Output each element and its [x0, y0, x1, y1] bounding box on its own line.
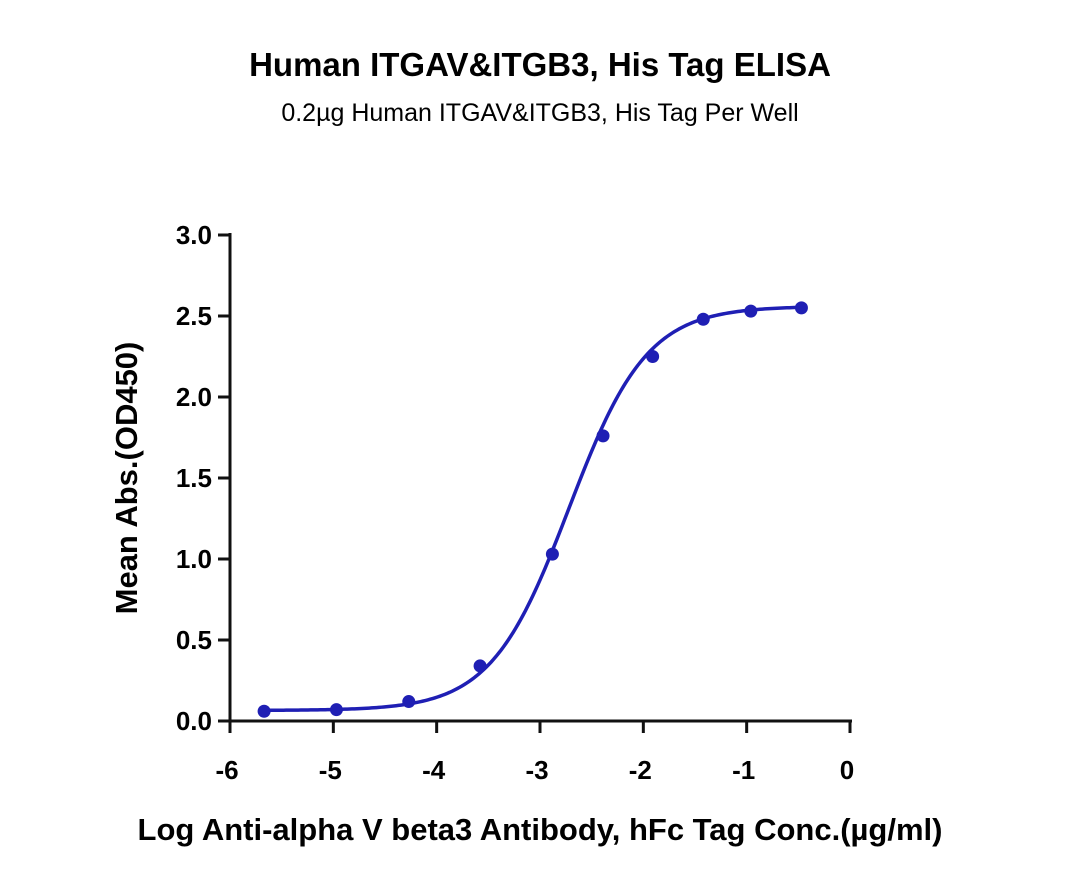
- x-tick-label: -1: [732, 755, 755, 785]
- fit-curve-layer: [264, 305, 802, 713]
- data-point: [596, 429, 610, 443]
- y-tick-label: 0.5: [176, 625, 212, 655]
- x-tick-label: -2: [629, 755, 652, 785]
- chart-title: Human ITGAV&ITGB3, His Tag ELISA: [249, 46, 831, 83]
- data-point: [545, 547, 559, 561]
- y-tick-label: 0.0: [176, 706, 212, 736]
- data-point: [696, 312, 710, 326]
- data-point: [402, 695, 416, 709]
- y-ticks: 0.0 0.5 1.0 1.5 2.0 2.5 3.0: [176, 220, 230, 736]
- data-point: [473, 659, 487, 673]
- x-axis-label: Log Anti-alpha V beta3 Antibody, hFc Tag…: [138, 812, 943, 847]
- data-points: [257, 301, 808, 718]
- x-tick-label: -5: [319, 755, 342, 785]
- x-tick-label: -3: [525, 755, 548, 785]
- x-tick-label: 0: [840, 755, 854, 785]
- data-point: [257, 704, 271, 718]
- y-axis-label: Mean Abs.(OD450): [109, 342, 144, 615]
- y-tick-label: 2.0: [176, 382, 212, 412]
- y-tick-label: 3.0: [176, 220, 212, 250]
- y-tick-label: 2.5: [176, 301, 212, 331]
- axes: [228, 233, 852, 723]
- y-tick-label: 1.0: [176, 544, 212, 574]
- y-tick-label: 1.5: [176, 463, 212, 493]
- x-tick-label: -4: [422, 755, 446, 785]
- x-tick-label: -6: [215, 755, 238, 785]
- data-point: [646, 350, 660, 363]
- fit-curve: [264, 305, 802, 713]
- x-ticks: -6 -5 -4 -3 -2 -1 0: [215, 721, 854, 785]
- data-point: [794, 301, 808, 315]
- data-point: [744, 304, 758, 318]
- data-point: [329, 703, 343, 717]
- chart-subtitle: 0.2µg Human ITGAV&ITGB3, His Tag Per Wel…: [281, 99, 798, 127]
